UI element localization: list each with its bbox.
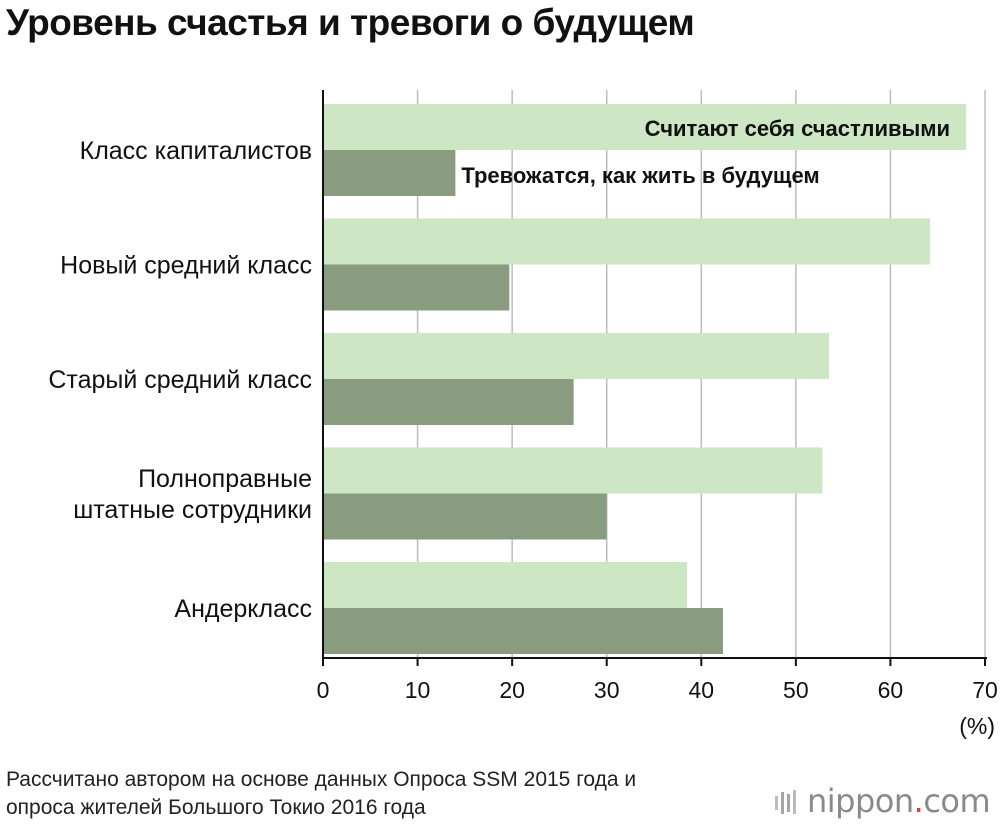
category-label: Класс капиталистов — [80, 137, 312, 165]
bar-happy — [323, 562, 688, 608]
logo-dot: . — [913, 782, 924, 820]
logo-suffix: com — [923, 782, 991, 820]
bar-anxious — [323, 608, 724, 654]
x-tick-label: 40 — [688, 677, 714, 703]
category-label: штатные сотрудники — [73, 496, 312, 524]
source-line-2: опроса жителей Большого Токио 2016 года — [6, 796, 426, 819]
bar-happy — [323, 104, 967, 150]
x-axis-label: (%) — [959, 713, 995, 739]
x-tick-label: 30 — [594, 677, 620, 703]
x-tick-label: 0 — [317, 677, 330, 703]
category-label: Полноправные — [138, 465, 312, 493]
legend-label-anxious: Тревожатся, как жить в будущем — [461, 163, 819, 188]
bar-happy — [323, 447, 823, 494]
category-label: Старый средний класс — [48, 366, 312, 394]
bar-happy — [323, 333, 829, 379]
bar-anxious — [323, 150, 456, 196]
logo-bars-icon — [775, 790, 796, 814]
nippon-logo: nippon.com — [775, 782, 991, 820]
bar-happy — [323, 218, 931, 265]
category-label: Андеркласс — [174, 595, 312, 623]
x-tick-label: 70 — [972, 677, 998, 703]
logo-word: nippon — [807, 782, 914, 820]
bar-anxious — [323, 264, 510, 311]
x-tick-label: 20 — [499, 677, 525, 703]
legend-label-happy: Считают себя счастливыми — [645, 116, 950, 141]
chart-title: Уровень счастья и тревоги о будущем — [6, 2, 695, 43]
category-label: Новый средний класс — [60, 252, 312, 280]
x-tick-label: 10 — [405, 677, 431, 703]
source-note: Рассчитано автором на основе данных Опро… — [6, 766, 636, 822]
bar-anxious — [323, 379, 574, 425]
source-line-1: Рассчитано автором на основе данных Опро… — [6, 768, 637, 791]
x-tick-label: 50 — [783, 677, 809, 703]
x-tick-label: 60 — [878, 677, 904, 703]
bar-anxious — [323, 493, 607, 540]
bar-chart: Класс капиталистов Новый средний класс Ста… — [48, 90, 998, 739]
